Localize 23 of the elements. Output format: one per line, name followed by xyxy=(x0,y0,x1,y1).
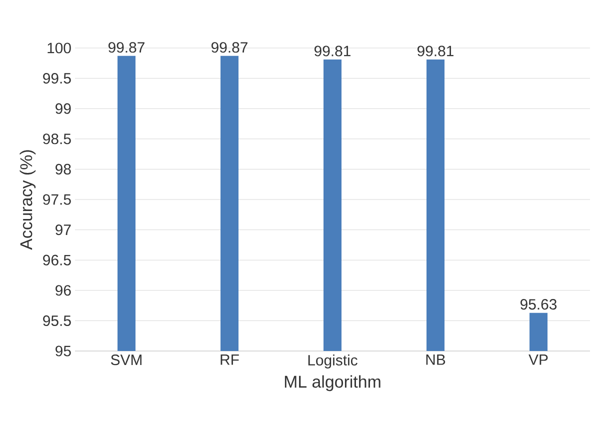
y-tick-label: 97.5 xyxy=(43,194,71,205)
data-label: 99.81 xyxy=(314,46,350,56)
y-tick-label: 97 xyxy=(56,224,71,236)
x-tick-label: RF xyxy=(220,354,239,365)
x-tick-label: SVM xyxy=(110,354,142,366)
y-axis-title: Accuracy (%) xyxy=(20,150,36,250)
y-tick-label: 96 xyxy=(56,285,71,296)
x-axis-title: ML algorithm xyxy=(284,375,380,392)
x-tick-label: NB xyxy=(426,354,446,365)
data-label: 99.87 xyxy=(212,42,248,53)
y-tick-label: 98 xyxy=(56,164,71,174)
y-tick-label: 95 xyxy=(56,346,71,356)
data-label: 99.81 xyxy=(418,46,454,56)
data-label: 99.87 xyxy=(108,42,144,53)
x-tick-label: Logistic xyxy=(308,354,358,368)
y-tick-label: 99.5 xyxy=(43,73,71,84)
y-tick-label: 96.5 xyxy=(43,254,71,266)
y-tick-label: 98.5 xyxy=(43,134,71,144)
y-tick-label: 95.5 xyxy=(43,315,71,326)
x-tick-label: VP xyxy=(528,354,548,365)
y-tick-label: 100 xyxy=(48,42,71,54)
data-label: 95.63 xyxy=(520,299,557,310)
y-tick-label: 99 xyxy=(56,103,71,114)
